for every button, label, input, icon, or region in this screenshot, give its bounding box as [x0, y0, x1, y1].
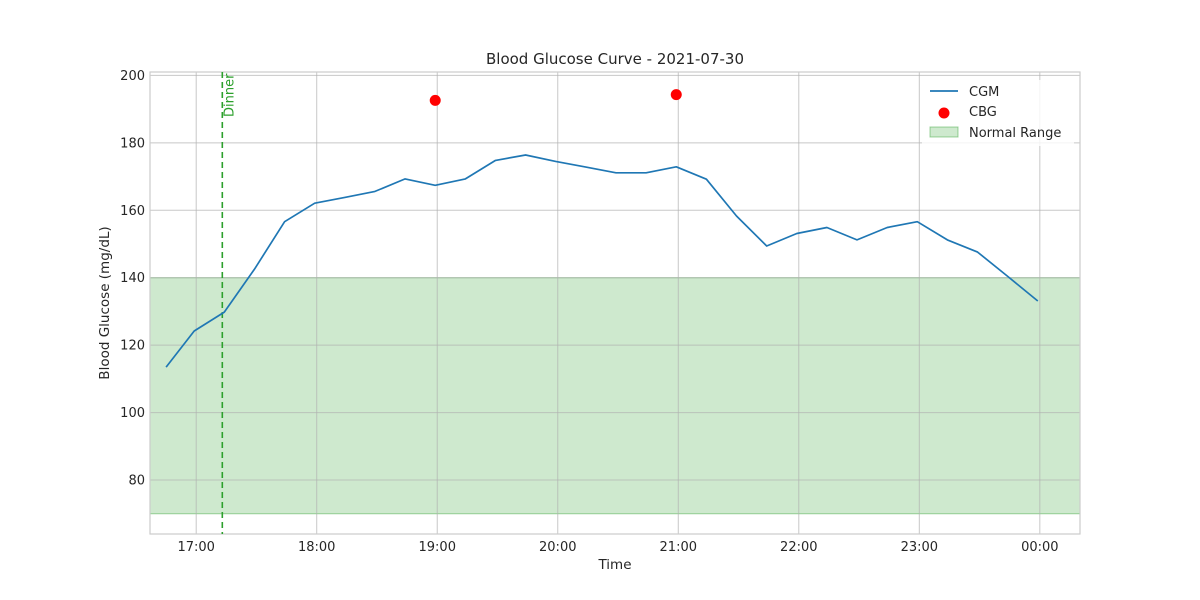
legend-cbg-swatch	[938, 107, 950, 119]
x-axis-label: Time	[597, 557, 631, 573]
y-tick-label: 180	[120, 136, 145, 151]
x-tick-label: 19:00	[419, 540, 456, 555]
cbg-point	[429, 94, 441, 106]
y-tick-label: 120	[120, 339, 145, 354]
normal-range-band	[149, 277, 1081, 515]
x-tick-label: 20:00	[539, 540, 576, 555]
y-axis-label: Blood Glucose (mg/dL)	[97, 226, 113, 379]
chart-title: Blood Glucose Curve - 2021-07-30	[486, 50, 744, 68]
x-tick-label: 23:00	[901, 540, 938, 555]
y-tick-label: 80	[128, 474, 145, 489]
x-tick-label: 00:00	[1021, 540, 1058, 555]
y-tick-label: 140	[120, 271, 145, 286]
y-tick-label: 100	[120, 406, 145, 421]
legend: CGM CBG Normal Range	[922, 80, 1074, 146]
annotation-label: Dinner	[222, 73, 237, 117]
y-tick-label: 160	[120, 204, 145, 219]
legend-cbg-label: CBG	[969, 105, 997, 120]
legend-normal-range-swatch	[929, 126, 959, 138]
plot-frame	[149, 71, 1081, 535]
legend-normal-range-label: Normal Range	[969, 126, 1061, 141]
x-tick-label: 18:00	[298, 540, 335, 555]
y-tick-label: 200	[120, 69, 145, 84]
x-tick-label: 17:00	[177, 540, 214, 555]
cbg-point	[670, 89, 682, 101]
cgm-series-line	[165, 154, 1039, 368]
x-tick-label: 22:00	[780, 540, 817, 555]
legend-cgm-label: CGM	[969, 85, 999, 100]
x-tick-label: 21:00	[660, 540, 697, 555]
